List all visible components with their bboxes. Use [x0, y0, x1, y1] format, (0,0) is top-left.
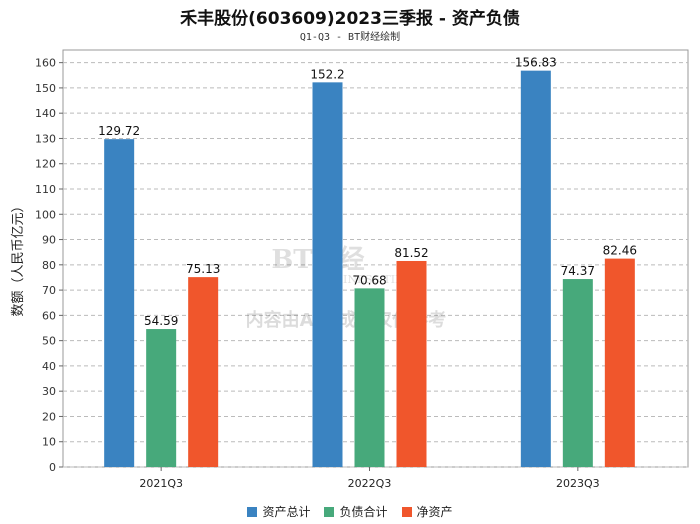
legend: 资产总计 负债合计 净资产: [0, 503, 700, 520]
legend-swatch: [247, 506, 258, 517]
y-tick-label: 80: [42, 259, 56, 272]
data-label: 81.52: [394, 246, 428, 260]
bar: [562, 279, 593, 467]
y-tick-label: 20: [42, 410, 56, 423]
watermark-notice: 内容由AI生成，仅供参考: [246, 309, 447, 331]
y-tick-label: 100: [35, 208, 56, 221]
y-tick-label: 60: [42, 309, 56, 322]
data-label: 152.2: [310, 67, 344, 81]
y-tick-label: 90: [42, 234, 56, 247]
data-label: 75.13: [186, 262, 220, 276]
legend-label: 负债合计: [339, 505, 388, 519]
y-tick-label: 130: [35, 132, 56, 145]
legend-label: 资产总计: [262, 505, 311, 519]
legend-item: 负债合计: [324, 503, 388, 520]
y-tick-label: 30: [42, 385, 56, 398]
y-tick-label: 160: [35, 57, 56, 70]
data-label: 156.83: [515, 56, 557, 70]
bar: [604, 258, 635, 467]
chart-title: 禾丰股份(603609)2023三季报 - 资产负债: [180, 9, 520, 29]
data-label: 54.59: [144, 314, 178, 328]
data-label: 74.37: [561, 264, 595, 278]
bar: [354, 288, 385, 467]
y-tick-label: 10: [42, 436, 56, 449]
chart-subtitle: Q1-Q3 - BT财经绘制: [299, 32, 401, 43]
y-tick-label: 110: [35, 183, 56, 196]
bar: [396, 260, 427, 467]
data-label: 70.68: [352, 273, 386, 287]
y-tick-label: 120: [35, 158, 56, 171]
data-label: 82.46: [603, 244, 637, 258]
y-tick-label: 150: [35, 82, 56, 95]
x-tick-label: 2021Q3: [139, 477, 183, 490]
data-labels: 129.72 54.59 75.13 152.2 70.68 81.52 156.83 74.…: [98, 56, 637, 328]
y-axis-label: 数额（人民币亿元）: [11, 199, 26, 316]
y-tick-label: 140: [35, 107, 56, 120]
y-tick-label: 70: [42, 284, 56, 297]
y-tick-label: 0: [49, 461, 56, 474]
legend-item: 资产总计: [247, 503, 310, 520]
x-tick-label: 2023Q3: [556, 477, 600, 490]
watermark-logo-sub: BUSINESS TIMES: [318, 273, 422, 286]
x-axis-ticks: 2021Q3 2022Q3 2023Q3: [139, 467, 600, 490]
legend-swatch: [401, 506, 412, 517]
y-tick-label: 40: [42, 360, 56, 373]
bar: [520, 70, 551, 467]
data-label: 129.72: [98, 124, 140, 138]
y-axis-ticks: 0 10 20 30 40 50 60 70 80 90 100 110 120 130 140 150 160: [35, 57, 63, 474]
bar: [312, 82, 343, 467]
bar: [146, 329, 177, 467]
x-tick-label: 2022Q3: [348, 477, 392, 490]
bars: [104, 70, 635, 468]
y-tick-label: 50: [42, 335, 56, 348]
bar: [188, 277, 219, 467]
legend-label: 净资产: [416, 505, 453, 519]
legend-item: 净资产: [401, 503, 453, 520]
legend-swatch: [324, 506, 335, 517]
bar: [104, 139, 135, 468]
